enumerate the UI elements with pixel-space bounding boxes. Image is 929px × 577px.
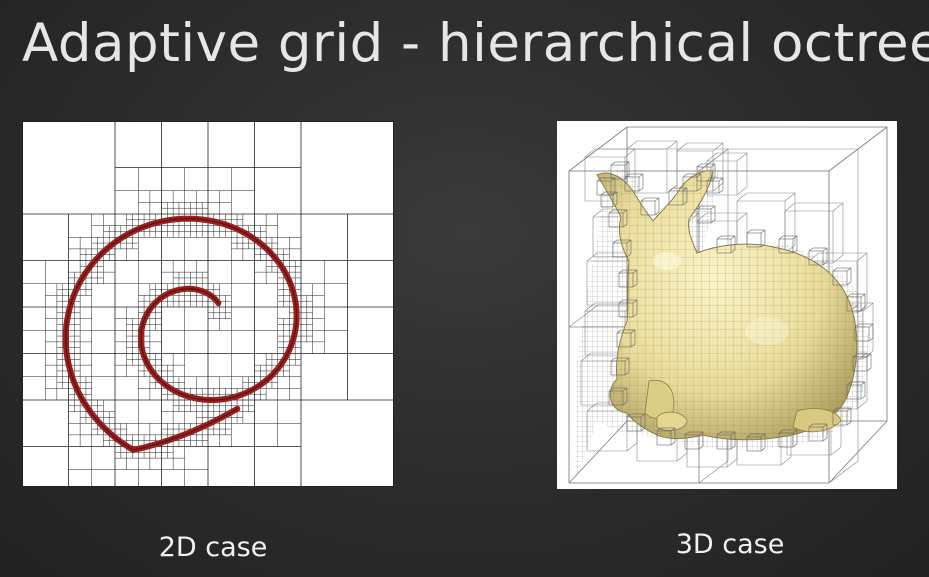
bunny-highlight: [653, 252, 681, 270]
bunny-back-paw: [792, 408, 842, 433]
spiral-curve-core: [65, 218, 298, 451]
octree-front-cells: [596, 161, 874, 452]
bunny-mesh: [575, 165, 869, 481]
bunny-highlight-body: [745, 317, 789, 345]
quadtree-2d-image: [22, 121, 394, 487]
bunny-front-paw: [656, 411, 688, 431]
caption-3d-case: 3D case: [675, 529, 785, 560]
octree-3d-image: [557, 121, 897, 489]
octree-3d-figure: [557, 121, 897, 489]
bunny-mesh-lines: [597, 170, 857, 440]
slide-title: Adaptive grid - hierarchical octree: [22, 13, 929, 74]
bunny-front-leg: [644, 379, 675, 420]
quadtree-2d-figure: [22, 121, 394, 487]
quadtree-grid-lines: [22, 121, 394, 487]
caption-2d-case: 2D case: [158, 532, 268, 563]
